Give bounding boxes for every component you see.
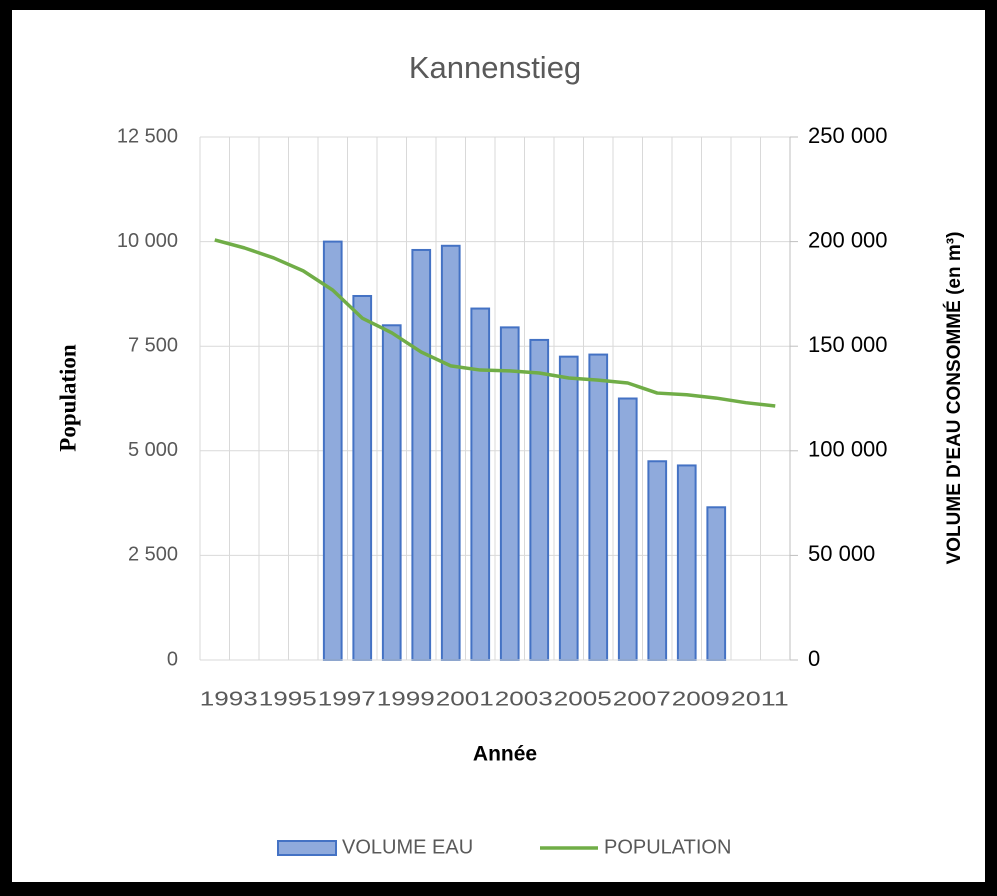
bar — [588, 353, 609, 661]
y-axis-title: Population — [55, 344, 80, 452]
y2-tick-label: 250 000 — [808, 123, 888, 148]
chart-title: Kannenstieg — [409, 50, 581, 85]
y-tick-label: 10 000 — [117, 230, 178, 252]
y2-tick-label: 150 000 — [808, 332, 888, 357]
bar — [706, 506, 727, 661]
bar — [322, 240, 343, 661]
y2-tick-label: 50 000 — [808, 541, 875, 566]
x-tick-label: 1997 — [318, 688, 376, 710]
bar — [352, 294, 373, 661]
x-tick-label: 2007 — [613, 688, 671, 710]
y-tick-label: 12 500 — [117, 125, 178, 147]
x-tick-label: 1995 — [259, 688, 317, 710]
y2-axis-title: VOLUME D'EAU CONSOMMÉ (en m³) — [943, 232, 965, 565]
bar — [440, 244, 461, 661]
y2-tick-label: 200 000 — [808, 227, 888, 252]
bar — [381, 324, 402, 661]
bar — [647, 460, 668, 662]
y-tick-label: 0 — [167, 648, 178, 670]
bar — [411, 248, 432, 662]
bar — [529, 338, 550, 661]
chart-background — [12, 10, 985, 882]
bar — [676, 464, 697, 661]
bar — [558, 355, 579, 661]
x-tick-label: 1993 — [200, 688, 258, 710]
x-axis-title: Année — [473, 743, 537, 766]
legend-label: POPULATION — [604, 836, 731, 858]
x-tick-label: 2009 — [672, 688, 730, 710]
x-tick-label: 1999 — [377, 688, 435, 710]
legend-swatch — [277, 840, 337, 856]
x-tick-label: 2005 — [554, 688, 612, 710]
bar — [499, 326, 520, 661]
bar — [617, 397, 638, 661]
x-tick-label: 2001 — [436, 688, 494, 710]
y-tick-label: 5 000 — [128, 439, 178, 461]
y-tick-label: 2 500 — [128, 544, 178, 566]
y2-tick-label: 0 — [808, 646, 820, 671]
x-tick-label: 2003 — [495, 688, 553, 710]
bar — [470, 307, 491, 661]
y-tick-label: 7 500 — [128, 334, 178, 356]
line — [214, 238, 776, 408]
x-tick-label: 2011 — [731, 688, 789, 710]
legend-label: VOLUME EAU — [342, 836, 473, 858]
y2-tick-label: 100 000 — [808, 437, 888, 462]
